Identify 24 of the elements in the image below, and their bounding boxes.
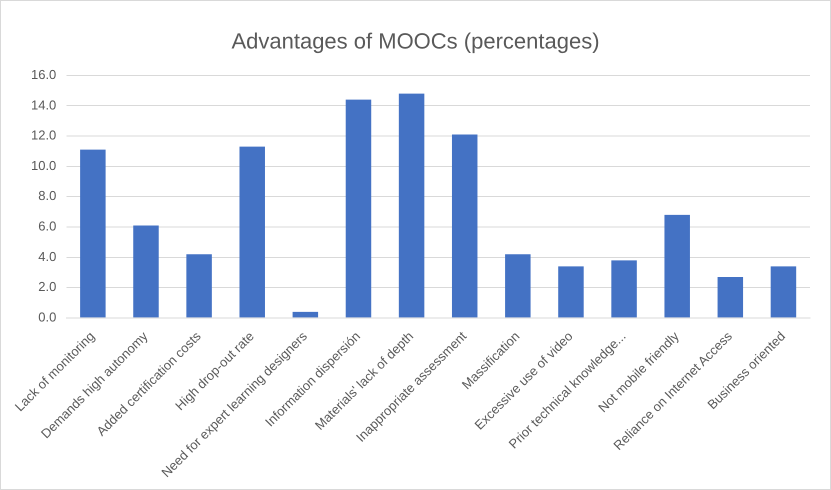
bar [505, 254, 531, 318]
y-tick-label: 16.0 [30, 66, 56, 82]
y-tick-label: 6.0 [38, 218, 56, 234]
bar [186, 254, 212, 318]
y-tick-label: 0.0 [38, 310, 56, 325]
bar [133, 225, 159, 318]
chart-title: Advantages of MOOCs (percentages) [231, 28, 600, 54]
bar [292, 312, 318, 318]
bar [398, 94, 424, 318]
bar [239, 146, 265, 318]
y-tick-label: 2.0 [38, 279, 56, 294]
bar [770, 266, 796, 318]
y-tick-label: 10.0 [30, 158, 56, 173]
bar [452, 134, 478, 318]
bar [346, 100, 372, 318]
bar [558, 266, 584, 318]
bar [80, 150, 106, 318]
y-tick-label: 4.0 [38, 248, 56, 264]
y-tick-label: 12.0 [30, 128, 56, 143]
y-tick-label: 8.0 [38, 188, 56, 204]
bar [611, 260, 637, 318]
y-tick-label: 14.0 [30, 97, 56, 112]
bar [664, 214, 690, 318]
bar [718, 277, 744, 318]
